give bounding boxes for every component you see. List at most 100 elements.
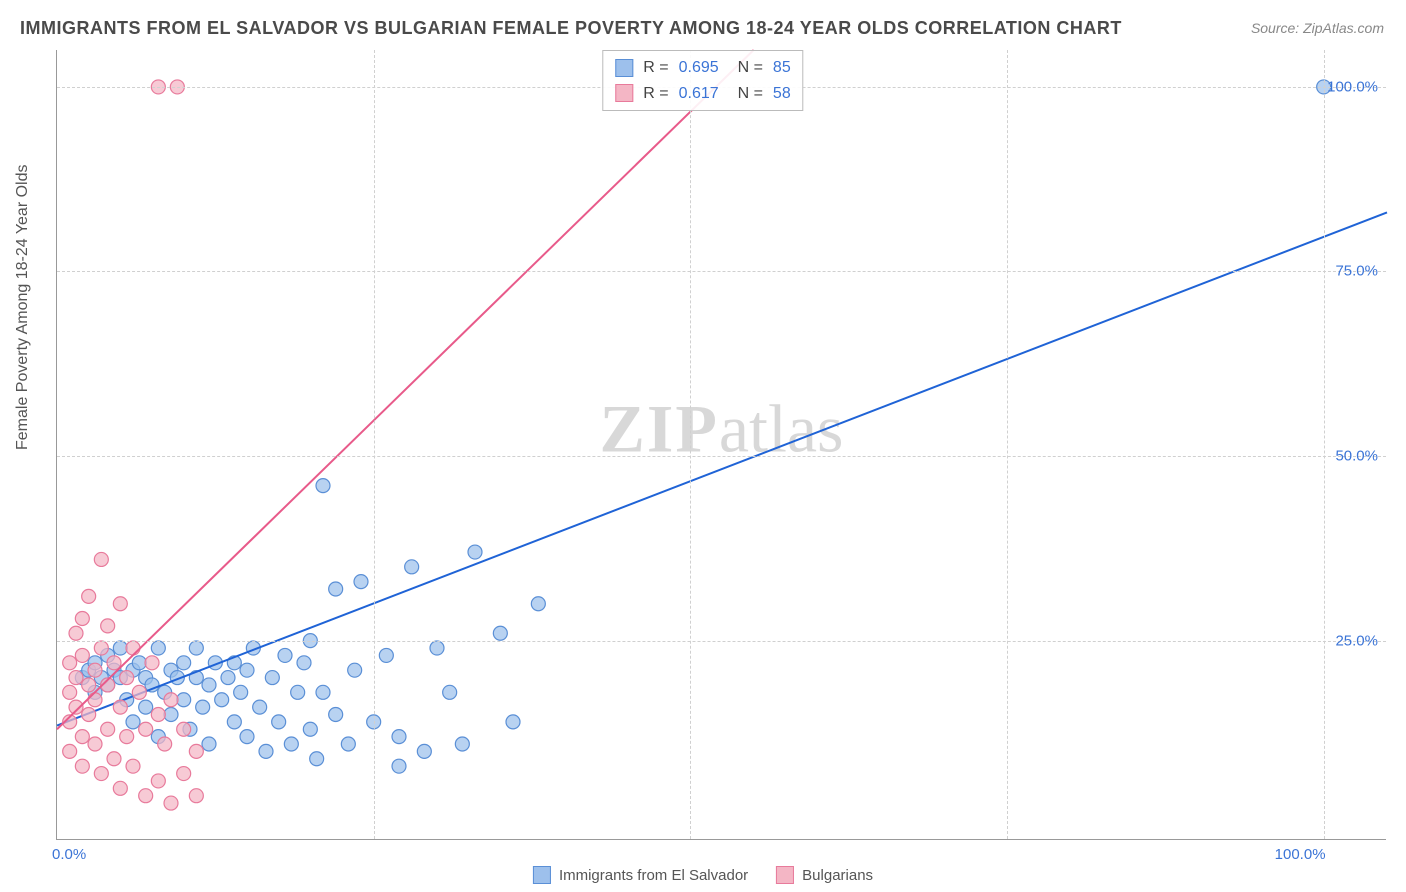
legend-label: Bulgarians	[802, 867, 873, 884]
data-point	[202, 737, 216, 751]
data-point	[316, 479, 330, 493]
data-point	[234, 685, 248, 699]
data-point	[329, 582, 343, 596]
y-tick-label: 100.0%	[1327, 78, 1378, 95]
data-point	[126, 759, 140, 773]
data-point	[392, 759, 406, 773]
data-point	[120, 730, 134, 744]
data-point	[75, 759, 89, 773]
data-point	[221, 671, 235, 685]
data-point	[145, 656, 159, 670]
data-point	[88, 737, 102, 751]
data-point	[303, 722, 317, 736]
gridline-h	[57, 641, 1386, 642]
data-point	[227, 715, 241, 729]
data-point	[69, 626, 83, 640]
data-point	[94, 767, 108, 781]
data-point	[272, 715, 286, 729]
data-point	[82, 589, 96, 603]
data-point	[69, 671, 83, 685]
data-point	[493, 626, 507, 640]
data-point	[177, 767, 191, 781]
y-tick-label: 75.0%	[1335, 263, 1378, 280]
legend-item: Bulgarians	[776, 866, 873, 884]
correlation-legend-row: R = 0.695 N = 85	[615, 55, 790, 81]
r-label: R =	[643, 55, 668, 81]
r-value: 0.695	[679, 55, 719, 81]
data-point	[107, 752, 121, 766]
data-point	[63, 744, 77, 758]
data-point	[189, 789, 203, 803]
correlation-legend-box: R = 0.695 N = 85R = 0.617 N = 58	[602, 50, 803, 111]
data-point	[455, 737, 469, 751]
trend-line	[57, 50, 754, 729]
data-point	[75, 612, 89, 626]
data-point	[430, 641, 444, 655]
data-point	[177, 656, 191, 670]
r-value: 0.617	[679, 81, 719, 107]
data-point	[189, 641, 203, 655]
gridline-v	[690, 50, 691, 839]
data-point	[94, 552, 108, 566]
gridline-v	[1007, 50, 1008, 839]
data-point	[164, 796, 178, 810]
data-point	[240, 663, 254, 677]
data-point	[88, 663, 102, 677]
data-point	[113, 781, 127, 795]
data-point	[468, 545, 482, 559]
data-point	[278, 648, 292, 662]
data-point	[126, 715, 140, 729]
source-value: ZipAtlas.com	[1303, 20, 1384, 36]
legend-swatch	[533, 866, 551, 884]
data-point	[151, 774, 165, 788]
x-tick-min: 0.0%	[52, 846, 86, 863]
gridline-v	[374, 50, 375, 839]
data-point	[139, 722, 153, 736]
data-point	[202, 678, 216, 692]
data-point	[113, 641, 127, 655]
y-axis-label: Female Poverty Among 18-24 Year Olds	[14, 165, 32, 451]
data-point	[101, 619, 115, 633]
data-point	[158, 737, 172, 751]
data-point	[177, 722, 191, 736]
legend-swatch	[776, 866, 794, 884]
data-point	[88, 693, 102, 707]
data-point	[139, 700, 153, 714]
data-point	[265, 671, 279, 685]
data-point	[329, 707, 343, 721]
data-point	[189, 744, 203, 758]
data-point	[151, 707, 165, 721]
data-point	[310, 752, 324, 766]
gridline-h	[57, 271, 1386, 272]
data-point	[101, 722, 115, 736]
x-tick-max: 100.0%	[1275, 846, 1326, 863]
data-point	[132, 685, 146, 699]
data-point	[82, 707, 96, 721]
data-point	[94, 641, 108, 655]
legend-label: Immigrants from El Salvador	[559, 867, 748, 884]
n-value: 85	[773, 55, 791, 81]
data-point	[348, 663, 362, 677]
data-point	[259, 744, 273, 758]
legend-swatch	[615, 59, 633, 77]
data-point	[82, 678, 96, 692]
data-point	[531, 597, 545, 611]
data-point	[151, 641, 165, 655]
r-label: R =	[643, 81, 668, 107]
data-point	[392, 730, 406, 744]
source-attribution: Source: ZipAtlas.com	[1251, 20, 1384, 36]
gridline-v	[1324, 50, 1325, 839]
gridline-h	[57, 456, 1386, 457]
data-point	[316, 685, 330, 699]
data-point	[297, 656, 311, 670]
data-point	[164, 707, 178, 721]
data-point	[75, 730, 89, 744]
correlation-legend-row: R = 0.617 N = 58	[615, 81, 790, 107]
n-value: 58	[773, 81, 791, 107]
legend-swatch	[615, 84, 633, 102]
data-point	[75, 648, 89, 662]
source-label: Source:	[1251, 20, 1299, 36]
data-point	[253, 700, 267, 714]
data-point	[126, 641, 140, 655]
data-point	[284, 737, 298, 751]
